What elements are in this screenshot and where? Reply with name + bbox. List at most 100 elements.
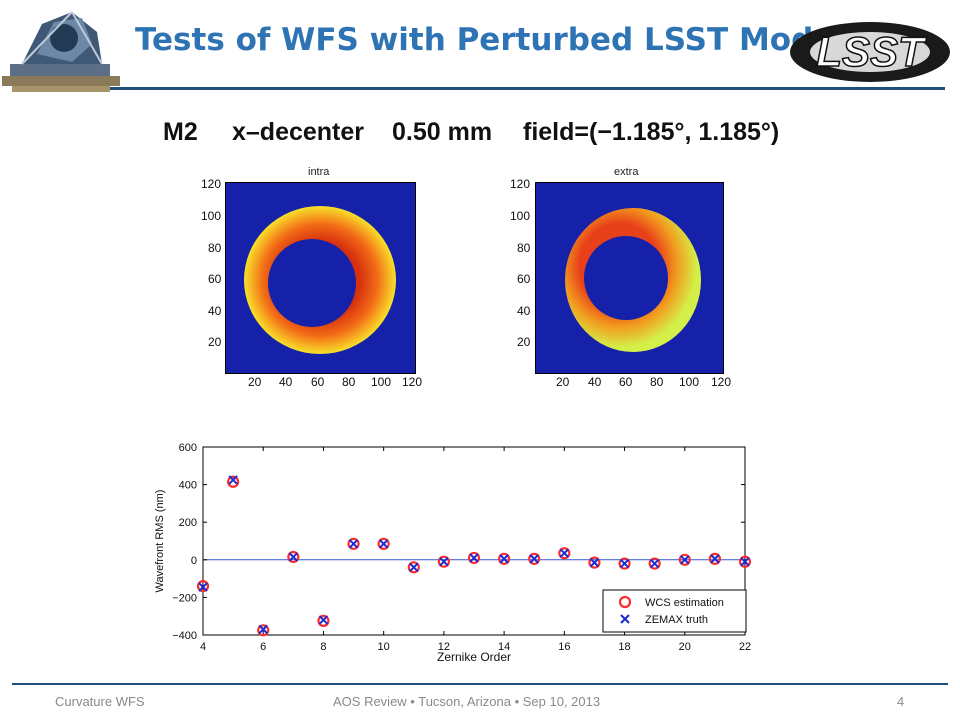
x-tick-label: 22 bbox=[739, 641, 751, 653]
footer-rule bbox=[12, 683, 948, 685]
extra-xtick-120: 120 bbox=[711, 375, 732, 389]
intra-ytick-40: 40 bbox=[208, 304, 222, 318]
extra-panel-title: extra bbox=[614, 166, 639, 178]
x-tick-label: 10 bbox=[378, 641, 390, 653]
legend-zemax-label: ZEMAX truth bbox=[645, 614, 708, 626]
wcs-estimation-point bbox=[588, 556, 601, 569]
intra-xtick-60: 60 bbox=[311, 375, 325, 389]
extra-xtick-100: 100 bbox=[679, 375, 700, 389]
wcs-estimation-point bbox=[708, 552, 721, 565]
zemax-truth-point bbox=[710, 554, 720, 564]
perturbation-type: x–decenter bbox=[232, 118, 365, 146]
x-tick-label: 18 bbox=[618, 641, 630, 653]
wcs-estimation-point bbox=[257, 624, 270, 637]
y-tick-label: 600 bbox=[179, 442, 197, 454]
zemax-truth-point bbox=[318, 615, 329, 625]
extra-xtick-40: 40 bbox=[588, 375, 602, 389]
intra-ytick-80: 80 bbox=[208, 241, 222, 255]
zemax-truth-point bbox=[559, 548, 570, 558]
zemax-truth-point bbox=[619, 558, 630, 569]
wcs-estimation-point bbox=[196, 580, 210, 593]
y-tick-label: 400 bbox=[179, 480, 197, 492]
wcs-estimation-point bbox=[618, 557, 631, 570]
zemax-truth-point bbox=[258, 624, 268, 635]
zemax-truth-point bbox=[469, 553, 479, 563]
y-tick-label: 200 bbox=[179, 517, 197, 529]
wcs-estimation-point bbox=[407, 561, 420, 574]
x-tick-label: 8 bbox=[320, 641, 326, 653]
x-tick-label: 16 bbox=[558, 641, 570, 653]
zemax-truth-point bbox=[439, 556, 449, 567]
zemax-truth-point bbox=[529, 554, 539, 564]
wcs-estimation-point bbox=[498, 552, 511, 565]
extra-ytick-20: 20 bbox=[517, 335, 531, 349]
intra-panel-title: intra bbox=[308, 166, 330, 178]
intra-xtick-20: 20 bbox=[248, 375, 262, 389]
legend-zemax-marker bbox=[620, 614, 630, 624]
y-axis-label: Wavefront RMS (nm) bbox=[154, 490, 166, 593]
x-tick-label: 12 bbox=[438, 641, 450, 653]
wcs-estimation-point bbox=[678, 553, 691, 566]
wcs-estimation-point bbox=[317, 614, 330, 628]
zemax-truth-point bbox=[589, 557, 600, 568]
extra-xtick-60: 60 bbox=[619, 375, 633, 389]
footer-section: Curvature WFS bbox=[55, 694, 145, 709]
perturbation-value: 0.50 mm bbox=[392, 118, 493, 146]
zemax-truth-point bbox=[499, 554, 509, 564]
zemax-truth-point bbox=[409, 562, 419, 573]
extra-xtick-80: 80 bbox=[650, 375, 664, 389]
wcs-estimation-point bbox=[467, 551, 481, 565]
svg-text:LSST: LSST bbox=[816, 28, 927, 75]
extra-ytick-40: 40 bbox=[517, 304, 531, 318]
wcs-estimation-point bbox=[287, 550, 300, 564]
x-tick-label: 20 bbox=[679, 641, 691, 653]
wcs-estimation-point bbox=[347, 537, 360, 550]
wcs-estimation-point bbox=[377, 537, 390, 550]
legend-wcs-marker bbox=[618, 595, 632, 609]
x-tick-label: 6 bbox=[260, 641, 266, 653]
wcs-estimation-point bbox=[738, 555, 752, 568]
extra-ytick-80: 80 bbox=[517, 241, 531, 255]
legend-wcs-label: WCS estimation bbox=[645, 597, 724, 609]
intra-image bbox=[225, 182, 416, 374]
footer-event: AOS Review • Tucson, Arizona • Sep 10, 2… bbox=[333, 694, 601, 709]
wcs-estimation-point bbox=[558, 547, 571, 560]
zemax-truth-point bbox=[680, 555, 690, 565]
intra-ytick-20: 20 bbox=[208, 335, 222, 349]
x-axis-label: Zernike Order bbox=[437, 650, 511, 664]
title-rule bbox=[110, 87, 945, 90]
y-tick-label: −400 bbox=[172, 630, 197, 642]
intra-ytick-60: 60 bbox=[208, 272, 222, 286]
wcs-estimation-point bbox=[227, 475, 240, 488]
extra-ytick-100: 100 bbox=[510, 209, 531, 223]
wcs-estimation-point bbox=[437, 555, 450, 568]
extra-xtick-20: 20 bbox=[556, 375, 570, 389]
intra-xtick-120: 120 bbox=[402, 375, 423, 389]
x-tick-label: 14 bbox=[498, 641, 510, 653]
y-tick-label: 0 bbox=[191, 555, 197, 567]
zemax-truth-point bbox=[288, 552, 299, 562]
y-tick-label: −200 bbox=[172, 592, 197, 604]
mirror-label: M2 bbox=[163, 118, 198, 146]
zemax-truth-point bbox=[198, 582, 208, 592]
intra-ytick-100: 100 bbox=[201, 209, 222, 223]
telescope-illustration bbox=[2, 11, 120, 92]
zemax-truth-point bbox=[649, 558, 660, 569]
extra-image bbox=[535, 182, 724, 374]
lsst-logo: LSST bbox=[790, 22, 950, 82]
zemax-truth-point bbox=[228, 475, 238, 485]
wcs-estimation-point bbox=[648, 557, 661, 570]
extra-ytick-60: 60 bbox=[517, 272, 531, 286]
slide-title: Tests of WFS with Perturbed LSST Model bbox=[135, 22, 845, 58]
x-tick-label: 4 bbox=[200, 641, 206, 653]
zemax-truth-point bbox=[348, 539, 359, 549]
intra-xtick-80: 80 bbox=[342, 375, 356, 389]
field-label: field=(−1.185°, 1.185°) bbox=[523, 118, 780, 146]
intra-ytick-120: 120 bbox=[201, 177, 222, 191]
intra-xtick-100: 100 bbox=[371, 375, 392, 389]
wcs-estimation-point bbox=[528, 552, 541, 565]
footer-page-number: 4 bbox=[897, 694, 905, 709]
extra-ytick-120: 120 bbox=[510, 177, 531, 191]
zemax-truth-point bbox=[378, 539, 389, 549]
